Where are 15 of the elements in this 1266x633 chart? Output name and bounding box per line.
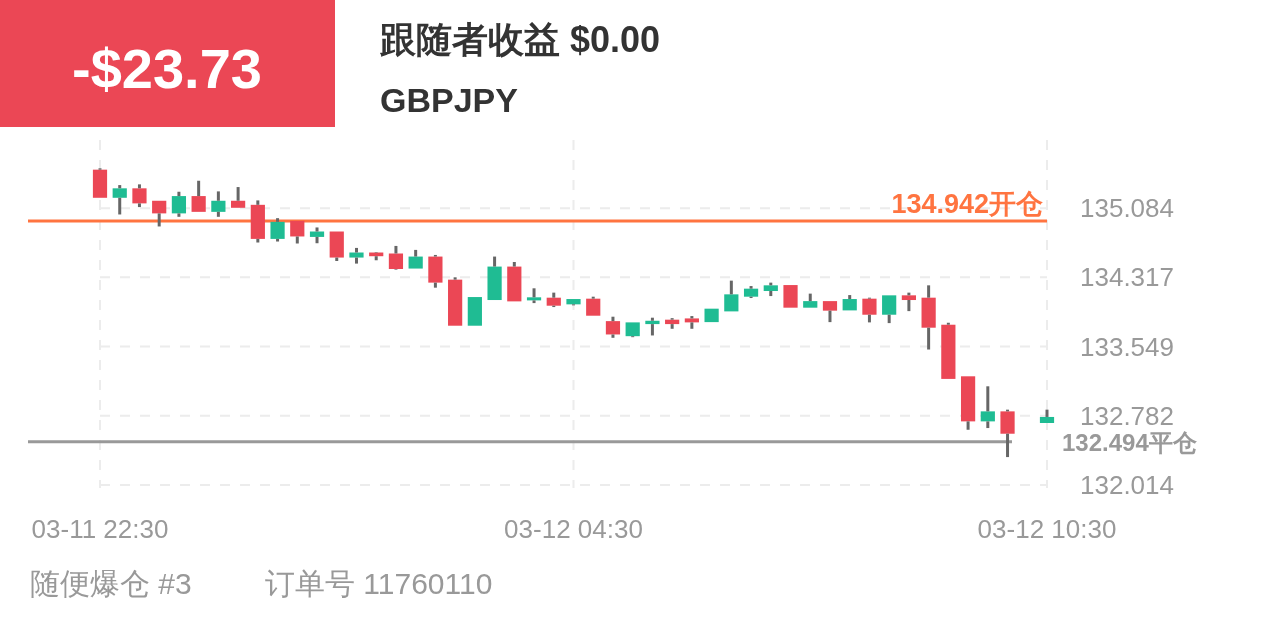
text: 订单号 11760110 xyxy=(265,567,493,600)
x-tick-label: 03-12 04:30 xyxy=(504,514,643,544)
y-tick-label: 132.014 xyxy=(1080,469,1174,500)
y-tick-label: 134.317 xyxy=(1080,262,1174,293)
y-tick-label: 132.782 xyxy=(1080,400,1174,431)
chart-title: 跟随者收益 $0.00 xyxy=(379,19,661,60)
x-tick-label: 03-11 22:30 xyxy=(31,514,169,544)
chart-subtitle: GBPJPY xyxy=(380,81,519,119)
ref-line-label: 132.494平仓 xyxy=(1062,428,1198,456)
x-tick-label: 03-12 10:30 xyxy=(977,514,1117,544)
y-tick-label: 135.084 xyxy=(1080,193,1174,224)
ref-line-label: 134.942开仓 xyxy=(891,188,1043,219)
text: -$23.73 xyxy=(72,37,262,100)
y-tick-label: 133.549 xyxy=(1080,331,1174,362)
text: 随便爆仓 #3 xyxy=(30,567,192,600)
